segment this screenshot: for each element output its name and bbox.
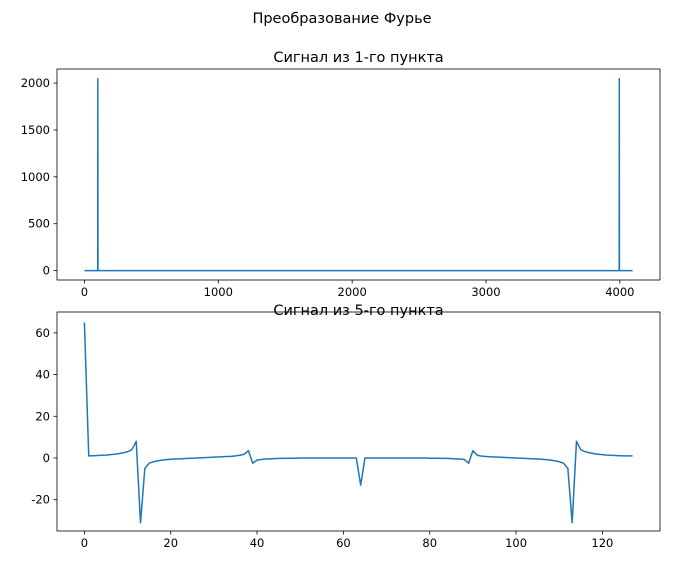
x-tick-label: 80 <box>422 536 437 550</box>
x-tick-label: 0 <box>81 285 88 299</box>
y-tick-label: 0 <box>43 451 50 465</box>
y-tick-label: 1500 <box>21 123 50 137</box>
y-tick-label: 500 <box>28 217 50 231</box>
series-line-1 <box>84 77 633 272</box>
y-tick-label: 0 <box>43 264 50 278</box>
y-tick-label: 1000 <box>21 170 50 184</box>
figure-suptitle: Преобразование Фурье <box>252 11 431 27</box>
plot-title: Сигнал из 5-го пункта <box>273 303 443 319</box>
y-tick-label: 60 <box>35 326 50 340</box>
x-tick-label: 2000 <box>338 285 367 299</box>
x-tick-label: 20 <box>163 536 178 550</box>
y-tick-label: 40 <box>35 368 50 382</box>
y-tick-label: 2000 <box>21 76 50 90</box>
y-tick-label: 20 <box>35 409 50 423</box>
series-line-1 <box>83 322 633 524</box>
plot-title: Сигнал из 1-го пункта <box>273 50 443 66</box>
x-tick-label: 3000 <box>471 285 500 299</box>
x-tick-label: 4000 <box>605 285 634 299</box>
x-tick-label: 120 <box>591 536 613 550</box>
x-tick-label: 0 <box>81 536 88 550</box>
x-tick-label: 40 <box>250 536 265 550</box>
axes-frame <box>56 68 661 281</box>
x-tick-label: 60 <box>336 536 351 550</box>
plot-1: 0 1000 2000 3000 4000 0 500 1000 1500 2000 Сигнал … <box>21 50 661 299</box>
plot-2: 0 20 40 60 80 100 120 -20 0 20 40 60 Сигнал из 5-го … <box>31 303 661 550</box>
x-tick-label: 100 <box>505 536 527 550</box>
axes-frame <box>56 311 661 532</box>
x-tick-label: 1000 <box>204 285 233 299</box>
y-tick-label: -20 <box>31 493 50 507</box>
